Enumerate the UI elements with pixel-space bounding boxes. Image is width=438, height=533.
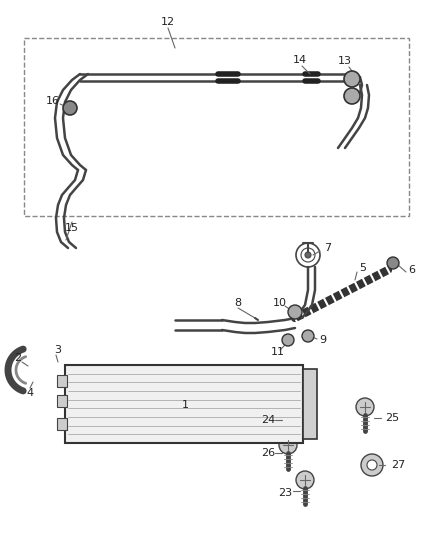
Text: 7: 7 (325, 243, 332, 253)
Circle shape (283, 415, 293, 425)
Circle shape (367, 460, 377, 470)
Bar (57, 418, 67, 430)
Circle shape (356, 398, 374, 416)
Bar (24, 38, 409, 216)
Text: 25: 25 (385, 413, 399, 423)
Text: 3: 3 (54, 345, 61, 355)
Text: 5: 5 (360, 263, 367, 273)
Text: 4: 4 (26, 388, 34, 398)
Bar (303, 369, 317, 439)
Bar (65, 365, 303, 443)
Circle shape (344, 88, 360, 104)
Circle shape (305, 252, 311, 258)
Text: 27: 27 (391, 460, 405, 470)
Text: 14: 14 (293, 55, 307, 65)
Text: 8: 8 (234, 298, 242, 308)
Text: 24: 24 (261, 415, 275, 425)
Circle shape (302, 330, 314, 342)
Text: 26: 26 (261, 448, 275, 458)
Text: 2: 2 (14, 353, 21, 363)
Circle shape (277, 409, 299, 431)
Text: 16: 16 (46, 96, 60, 106)
Circle shape (279, 436, 297, 454)
Text: 15: 15 (65, 223, 79, 233)
Text: 1: 1 (181, 400, 188, 410)
Bar (57, 375, 67, 387)
Circle shape (296, 471, 314, 489)
Circle shape (361, 454, 383, 476)
Text: 23: 23 (278, 488, 292, 498)
Text: 13: 13 (338, 56, 352, 66)
Circle shape (63, 101, 77, 115)
Circle shape (344, 71, 360, 87)
Text: 6: 6 (409, 265, 416, 275)
Circle shape (282, 334, 294, 346)
Text: 12: 12 (161, 17, 175, 27)
Bar (57, 395, 67, 407)
Circle shape (288, 305, 302, 319)
Text: 11: 11 (271, 347, 285, 357)
Text: 9: 9 (319, 335, 327, 345)
Text: 10: 10 (273, 298, 287, 308)
Circle shape (387, 257, 399, 269)
